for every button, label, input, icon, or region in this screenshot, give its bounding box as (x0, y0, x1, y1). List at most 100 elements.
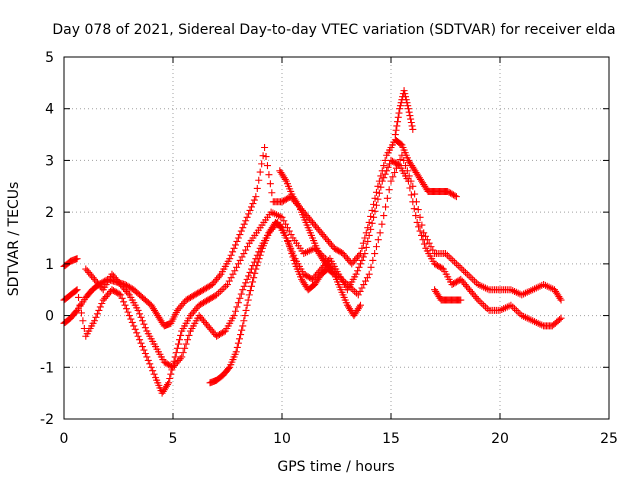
data-point (465, 272, 473, 280)
data-point (73, 255, 81, 263)
y-tick-label: 0 (45, 309, 54, 325)
data-point (218, 286, 226, 294)
data-point (369, 256, 377, 264)
data-point (124, 289, 132, 297)
data-point (146, 360, 154, 368)
data-point (188, 293, 196, 301)
data-point (343, 255, 351, 263)
data-point (412, 212, 420, 220)
data-point (358, 284, 366, 292)
data-point (175, 305, 183, 313)
data-point (309, 218, 317, 226)
data-point (408, 122, 416, 130)
data-point (186, 312, 194, 320)
data-point (195, 312, 203, 320)
data-point (365, 270, 373, 278)
data-point (287, 231, 295, 239)
data-point (407, 191, 415, 199)
data-point (120, 298, 128, 306)
data-point (254, 258, 262, 266)
data-point (317, 229, 325, 237)
data-point (362, 277, 370, 285)
data-point (102, 293, 110, 301)
data-point (237, 227, 245, 235)
data-point (481, 303, 489, 311)
axis-ticks: 0 5 10 15 20 25 -2 -1 0 1 2 3 4 5 (40, 50, 618, 447)
data-point (410, 205, 418, 213)
data-point (251, 269, 259, 277)
series-track-e (206, 218, 364, 387)
data-point (335, 247, 343, 255)
data-point (382, 203, 390, 211)
data-point (349, 258, 357, 266)
data-point (149, 367, 157, 375)
data-point (367, 225, 375, 233)
data-point (170, 362, 178, 370)
data-point (376, 229, 384, 237)
data-point (189, 308, 197, 316)
data-point (96, 282, 104, 290)
data-point (512, 306, 520, 314)
data-point (478, 300, 486, 308)
data-point (185, 331, 193, 339)
data-point (391, 168, 399, 176)
data-point (211, 277, 219, 285)
data-point (246, 287, 254, 295)
data-point (104, 291, 112, 299)
data-point (371, 250, 379, 258)
data-point (368, 219, 376, 227)
data-point (377, 183, 385, 191)
data-point (243, 243, 251, 251)
data-point (360, 281, 368, 289)
data-point (358, 244, 366, 252)
data-point (243, 301, 251, 309)
data-point (200, 317, 208, 325)
data-point (210, 329, 218, 337)
x-tick-label: 5 (169, 431, 178, 447)
data-point (91, 275, 99, 283)
data-point (143, 353, 151, 361)
data-point (184, 336, 192, 344)
data-point (249, 200, 257, 208)
data-point (348, 260, 356, 268)
y-tick-label: 2 (45, 205, 54, 221)
data-point (208, 281, 216, 289)
data-point (232, 348, 240, 356)
data-point (233, 263, 241, 271)
data-point (473, 294, 481, 302)
y-axis-label: SDTVAR / TECUs (6, 182, 22, 297)
x-tick-label: 10 (273, 431, 291, 447)
y-tick-label: 4 (45, 102, 54, 118)
data-point (409, 198, 417, 206)
data-point (220, 328, 228, 336)
data-point (171, 353, 179, 361)
data-point (367, 212, 375, 220)
data-point (208, 293, 216, 301)
data-point (133, 329, 141, 337)
data-point (445, 188, 453, 196)
data-point (91, 317, 99, 325)
data-point (192, 290, 200, 298)
data-point (256, 251, 264, 259)
data-point (387, 177, 395, 185)
data-point (124, 308, 132, 316)
data-point (112, 288, 120, 296)
data-point (240, 250, 248, 258)
data-point (400, 156, 408, 164)
data-point (138, 343, 146, 351)
y-tick-label: 3 (45, 153, 54, 169)
data-point (140, 346, 148, 354)
data-point (356, 301, 364, 309)
data-point (377, 172, 385, 180)
data-point (483, 305, 491, 313)
data-point (137, 339, 145, 347)
data-point (238, 253, 246, 261)
data-point (391, 131, 399, 139)
data-point (242, 246, 250, 254)
data-point (391, 159, 399, 167)
data-point (168, 362, 176, 370)
data-point (452, 193, 460, 201)
data-point (407, 115, 415, 123)
data-point (354, 267, 362, 275)
data-point (372, 188, 380, 196)
